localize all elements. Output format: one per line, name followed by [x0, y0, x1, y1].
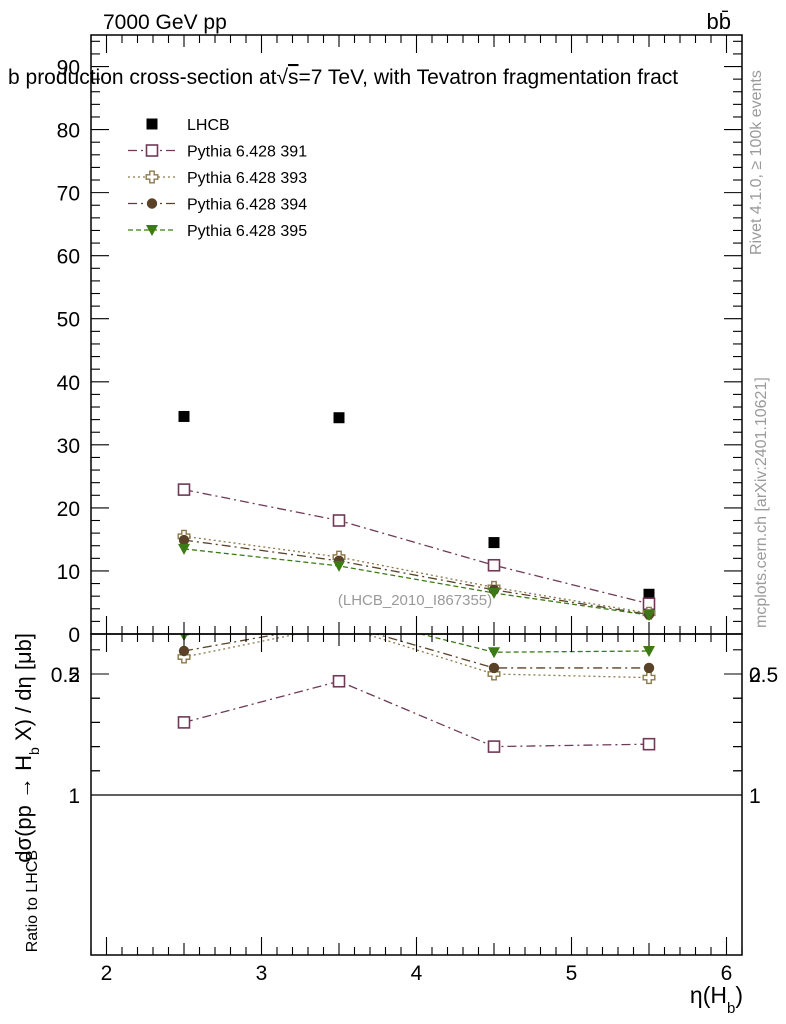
main-point-s395-0 [178, 543, 190, 555]
main-ytick-label-9: 90 [57, 57, 80, 80]
plot-title-post: =7 TeV, with Tevatron fragmentation frac… [299, 66, 679, 89]
analysis-watermark: (LHCB_2010_I867355) [338, 592, 492, 609]
x-tick-label-4: 6 [721, 962, 733, 985]
ratio-series-markers [177, 609, 656, 753]
plot-title-s: s [288, 66, 299, 89]
main-point-s395-1 [333, 560, 345, 572]
ratio-point-s391-2 [487, 740, 501, 753]
legend-label-s395: Pythia 6.428 395 [187, 223, 307, 240]
main-ytick-label-3: 30 [57, 435, 80, 458]
x-tick-label-3: 5 [566, 962, 578, 985]
process-label: bb̄ [707, 9, 731, 34]
ratio-point-s394-0 [178, 645, 190, 657]
ratio-point-s391-3 [642, 737, 656, 751]
plot-title: b production cross-section at√s=7 TeV, w… [8, 66, 678, 89]
ratio-point-s394-2 [488, 662, 500, 674]
main-ytick-label-0: 0 [68, 624, 80, 647]
mcplots-label: mcplots.cern.ch [arXiv:2401.10621] [753, 377, 770, 628]
rivet-version-label: Rivet 4.1.0, ≥ 100k events [748, 70, 765, 255]
main-point-lhcb-1 [333, 412, 345, 424]
main-ytick-label-5: 50 [57, 309, 80, 332]
main-series-lines [183, 488, 650, 616]
legend-marker-s395 [146, 225, 158, 236]
ratio-point-s391-0 [177, 716, 191, 729]
legend-label-lhcb: LHCB [187, 117, 230, 134]
main-line-s394 [183, 539, 650, 616]
ratio-ytick-label-left-2: 2 [68, 664, 80, 687]
main-point-s391-0 [177, 483, 191, 496]
legend-label-s393: Pythia 6.428 393 [187, 170, 307, 187]
legend-marker-s393 [145, 170, 159, 184]
axis-ticks [90, 35, 743, 955]
main-point-s391-2 [487, 558, 501, 572]
x-tick-label-2: 4 [411, 962, 423, 985]
main-point-s391-1 [332, 514, 346, 527]
legend-marker-s394 [146, 198, 158, 209]
ratio-point-s395-3 [643, 646, 655, 658]
main-point-lhcb-0 [178, 410, 190, 422]
ratio-line-s391 [183, 680, 650, 748]
main-line-s391 [183, 488, 650, 605]
main-point-s394-0 [178, 534, 190, 546]
main-ytick-label-2: 20 [57, 498, 80, 521]
plot-title-sqrt: √ [276, 66, 288, 89]
main-line-s395 [183, 548, 650, 616]
ratio-point-s393-3 [642, 671, 656, 685]
legend: LHCB Pythia 6.428 391 Pythia 6.428 393 Pyth… [128, 117, 307, 240]
main-ytick-label-1: 10 [57, 561, 80, 584]
ratio-point-s395-2 [488, 647, 500, 659]
ratio-ytick-label-right-0: 0.5 [749, 664, 778, 687]
ratio-ytick-label-right-1: 1 [749, 785, 761, 808]
ratio-point-s395-1 [333, 609, 345, 620]
x-tick-label-1: 3 [256, 962, 268, 985]
ratio-point-s391-1 [332, 674, 346, 688]
main-ytick-label-6: 60 [57, 246, 80, 269]
ratio-point-s394-3 [643, 662, 655, 674]
ratio-y-axis-label: Ratio to LHCB [24, 850, 41, 952]
main-point-s395-3 [643, 610, 655, 622]
main-point-s395-2 [488, 588, 500, 600]
ratio-ytick-label-right-2: 2 [749, 664, 761, 687]
legend-label-s394: Pythia 6.428 394 [187, 197, 307, 214]
main-ytick-label-4: 40 [57, 372, 80, 395]
ratio-ytick-label-left-0: 0.5 [51, 664, 80, 687]
legend-label-s391: Pythia 6.428 391 [187, 144, 307, 161]
main-ytick-label-8: 80 [57, 120, 80, 143]
main-line-s393 [183, 535, 650, 614]
main-point-lhcb-3 [643, 588, 655, 600]
legend-marker-lhcb [146, 118, 158, 130]
main-series-markers [177, 410, 656, 622]
main-ytick-label-7: 70 [57, 183, 80, 206]
legend-marker-s391 [145, 144, 159, 157]
x-tick-label-0: 2 [101, 962, 113, 985]
x-axis-label: η(Hb) [690, 982, 743, 1017]
main-y-axis-label: dσ(pp → Hb X) / dη [μb] [11, 633, 42, 863]
main-point-lhcb-2 [488, 537, 500, 549]
ratio-ytick-label-left-1: 1 [68, 785, 80, 808]
axis-tick-labels: 0 10 20 30 40 50 60 70 80 90 2 3 4 5 6 0.5 0.5 1 1 2 2 [51, 57, 778, 985]
energy-label: 7000 GeV pp [103, 11, 227, 34]
plot-title-pre: b production cross-section at [8, 66, 277, 89]
